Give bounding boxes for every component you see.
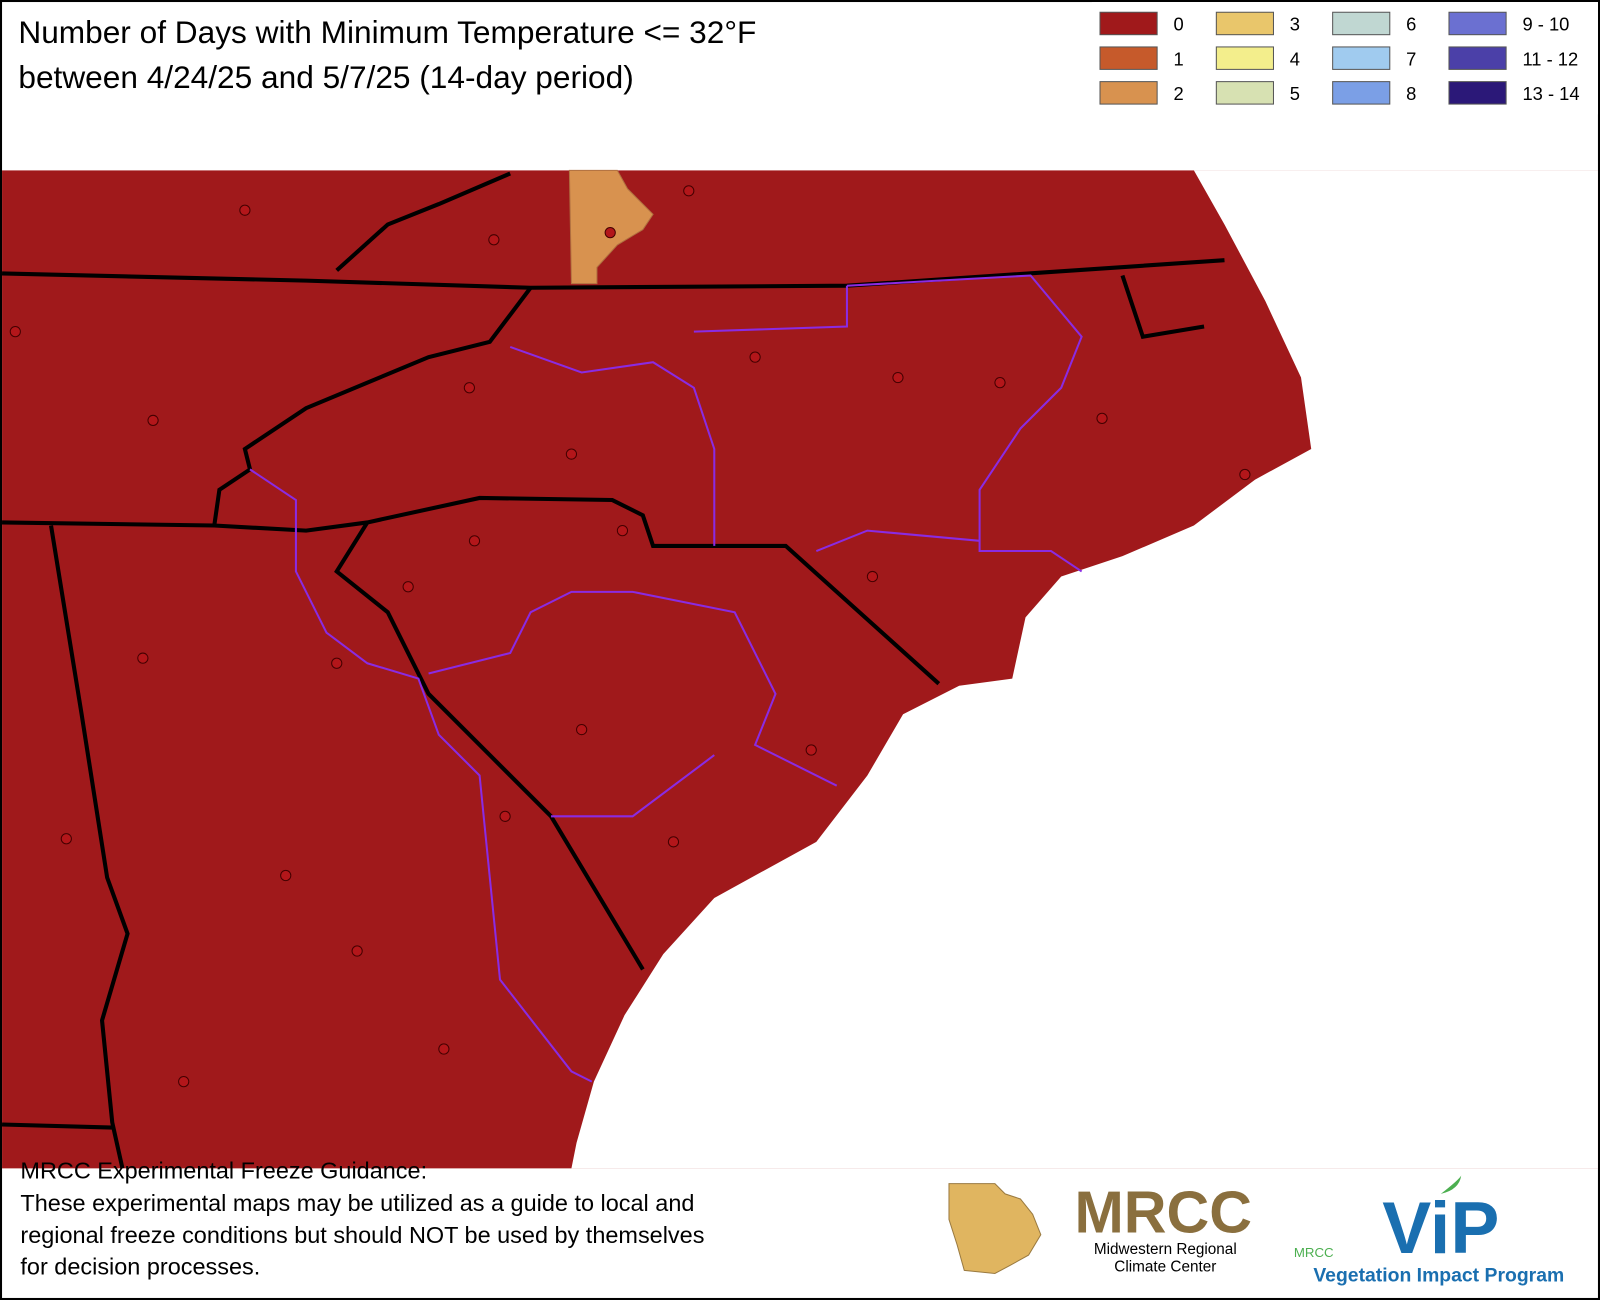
vip-program: Vegetation Impact Program [1313, 1265, 1564, 1287]
footer-line: These experimental maps may be utilized … [20, 1190, 694, 1216]
legend-swatch [1215, 81, 1274, 105]
leaf-icon [1440, 1175, 1462, 1194]
legend-label: 0 [1173, 14, 1183, 35]
mrcc-logo: MRCC Midwestern Regional Climate Center [948, 1179, 1252, 1275]
legend-label: 6 [1406, 14, 1416, 35]
legend-swatch [1448, 81, 1507, 105]
footer: MRCC Experimental Freeze Guidance: These… [20, 1158, 704, 1280]
vip-logo: MRCC ViP Vegetation Impact Program [1294, 1175, 1564, 1287]
legend-swatch [1332, 46, 1391, 70]
mrcc-subtitle: Climate Center [1114, 1258, 1216, 1275]
state-borders [1, 171, 1225, 1169]
legend-swatch [1448, 11, 1507, 36]
division-borders [249, 274, 1083, 1083]
mrcc-name: MRCC [1075, 1179, 1252, 1246]
legend-swatch [1099, 81, 1158, 105]
legend-swatch [1332, 11, 1391, 36]
legend-label: 2 [1173, 83, 1183, 104]
legend-swatch [1099, 46, 1158, 70]
legend-swatch [1215, 11, 1274, 36]
legend-label: 7 [1406, 48, 1416, 69]
footer-line: regional freeze conditions but should NO… [20, 1222, 704, 1248]
footer-line: for decision processes. [20, 1253, 260, 1279]
legend-swatch [1215, 46, 1274, 70]
legend-label: 5 [1290, 83, 1300, 104]
legend-label: 1 [1173, 48, 1183, 69]
legend: 0 1 2 3 4 5 6 7 8 9 - 10 11 - 12 13 - 14 [1099, 11, 1580, 105]
station-dots [9, 185, 1251, 1088]
vip-name: ViP [1382, 1186, 1499, 1269]
legend-label: 13 - 14 [1522, 83, 1579, 104]
mrcc-subtitle: Midwestern Regional [1094, 1241, 1237, 1258]
legend-label: 3 [1290, 14, 1300, 35]
footer-line: MRCC Experimental Freeze Guidance: [20, 1158, 427, 1184]
map-region-2days [568, 169, 654, 285]
legend-swatch [1448, 46, 1507, 70]
legend-label: 8 [1406, 83, 1416, 104]
map-ocean [571, 170, 1598, 1169]
title-line-2: between 4/24/25 and 5/7/25 (14-day perio… [18, 59, 633, 95]
title-line-1: Number of Days with Minimum Temperature … [18, 14, 756, 50]
legend-label: 11 - 12 [1522, 48, 1578, 69]
map [1, 169, 1598, 1169]
midwest-map-icon [948, 1183, 1042, 1274]
legend-label: 9 - 10 [1522, 14, 1569, 35]
legend-swatch [1099, 11, 1158, 36]
legend-swatch [1332, 81, 1391, 105]
legend-label: 4 [1290, 48, 1300, 69]
vip-small: MRCC [1294, 1245, 1334, 1260]
